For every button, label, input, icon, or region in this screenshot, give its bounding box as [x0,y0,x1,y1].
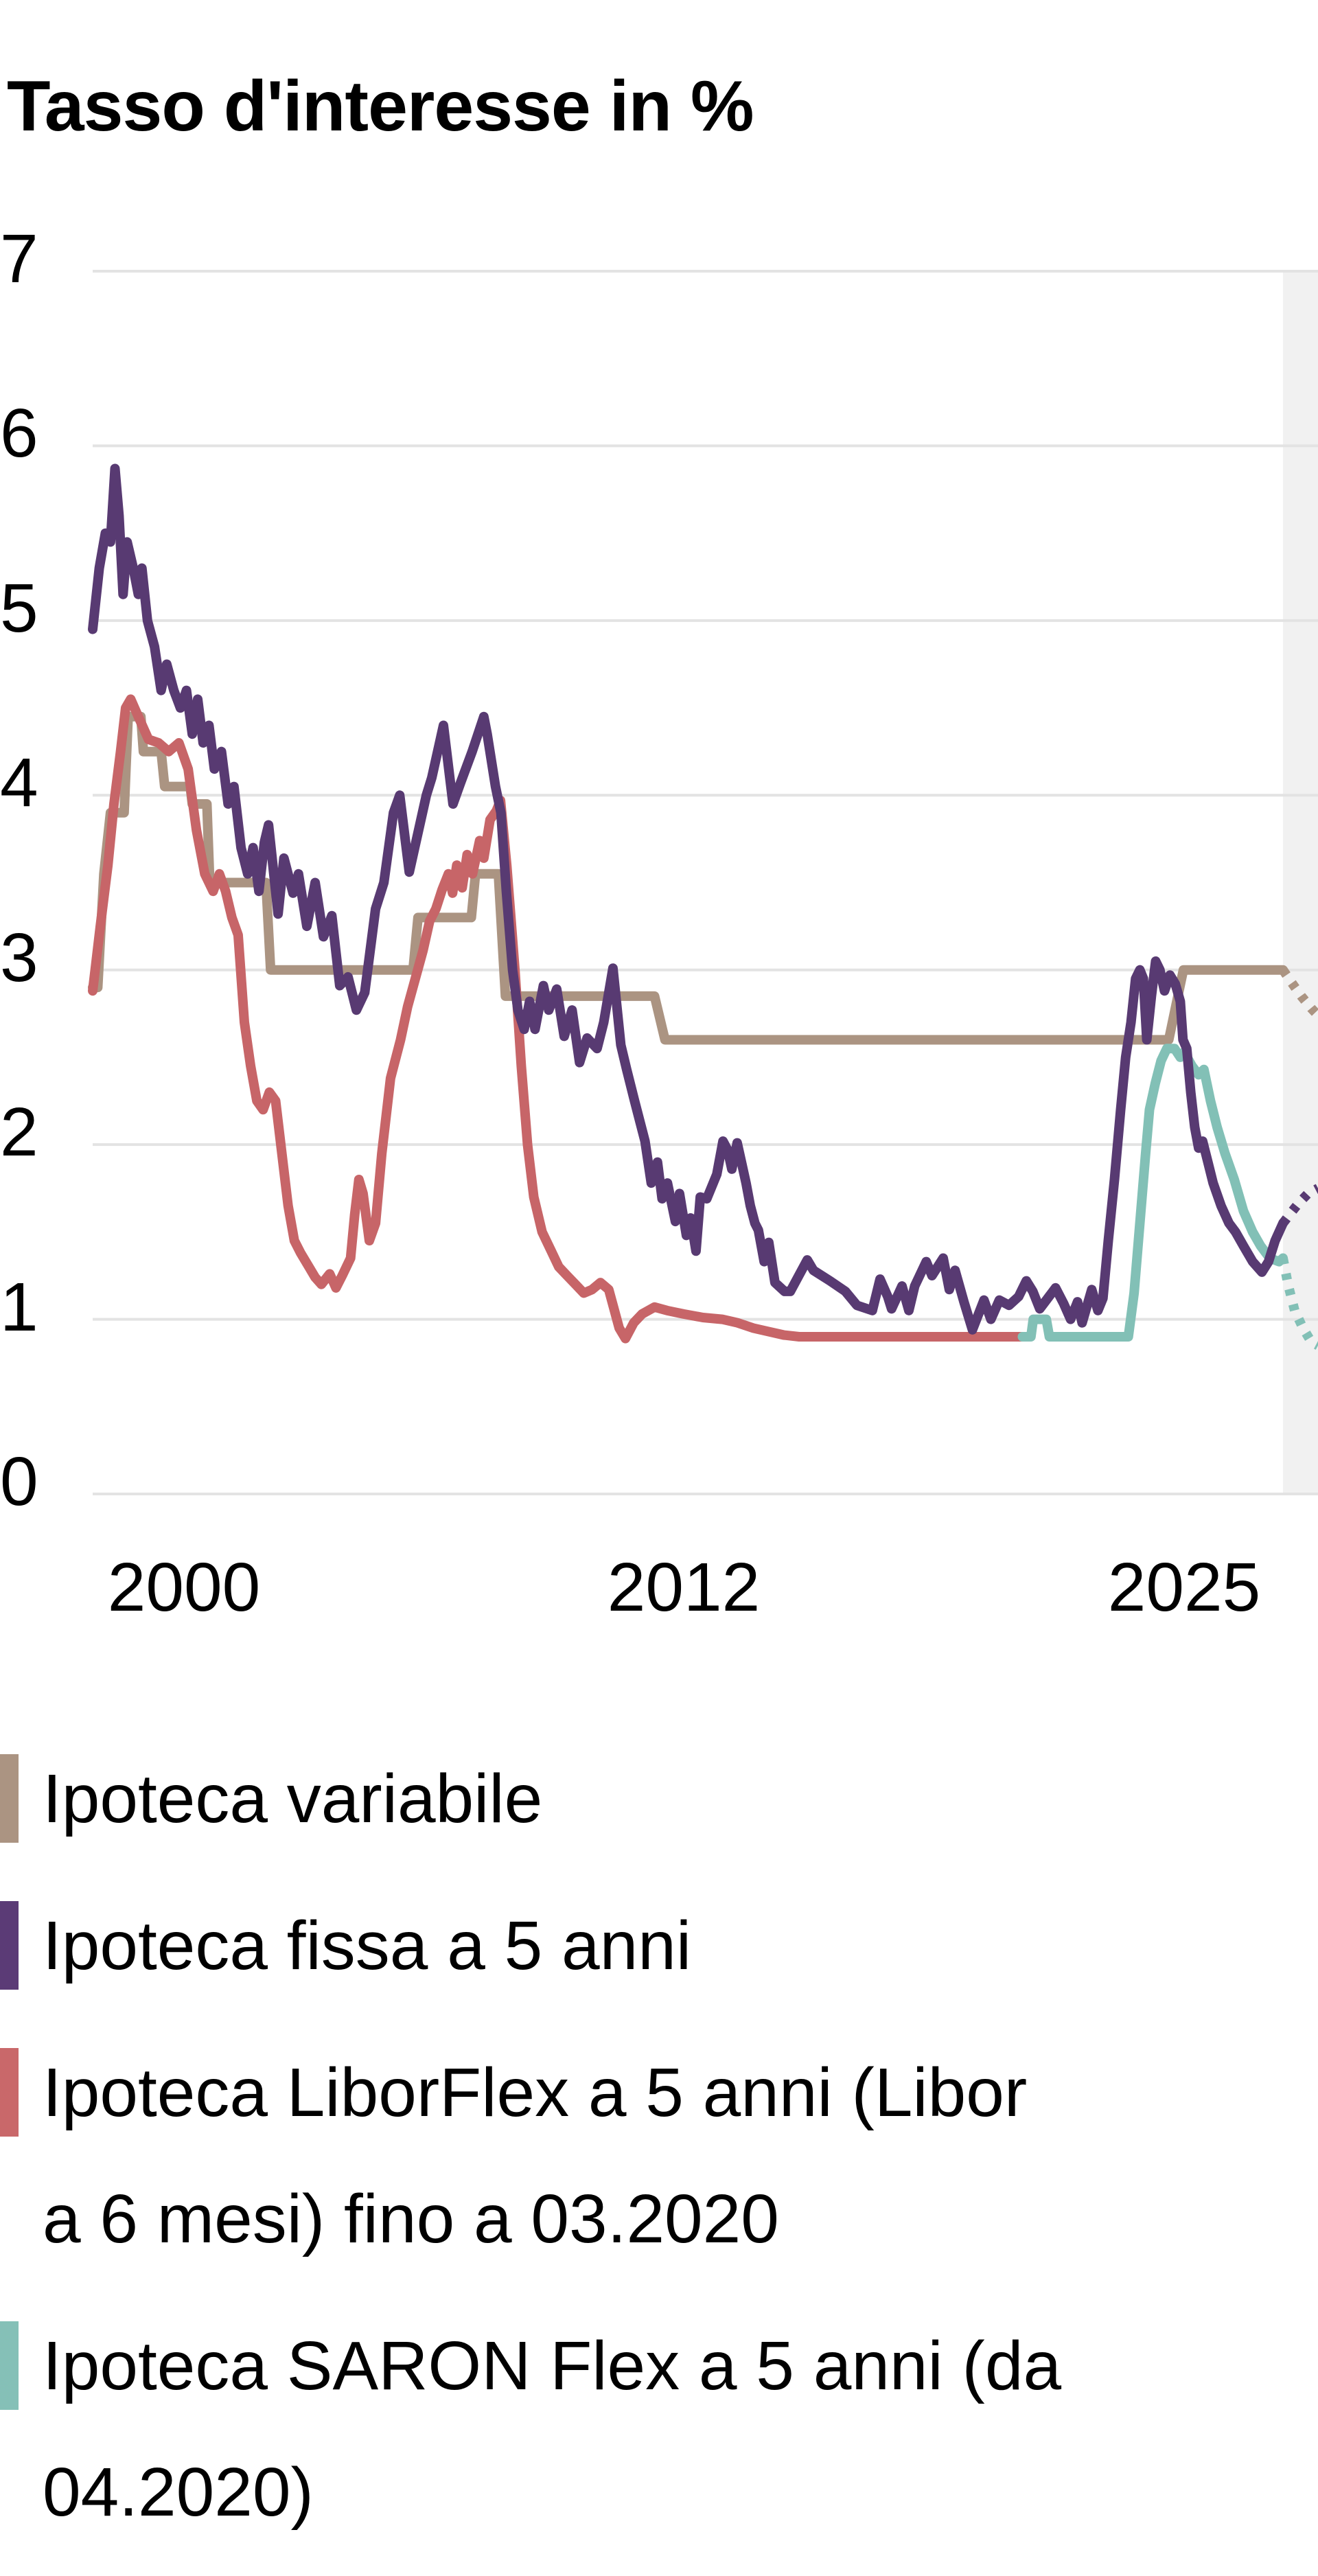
chart-canvas [88,270,1318,1495]
legend-swatch-icon [0,1901,19,1990]
series-line-ipoteca-fissa-a-5-anni [88,463,1288,1335]
legend-label: Ipoteca LiborFlex a 5 anni (Libor [43,2054,1028,2131]
legend-item-2: Ipoteca LiborFlex a 5 anni (Libor a 6 mes… [0,2029,1194,2282]
y-axis-label-2: 2 [0,1094,38,1171]
y-axis-label-4: 4 [0,744,38,822]
legend-item-0: Ipoteca variabile [0,1736,1194,1862]
legend-label: 04.2020) [43,2454,314,2531]
forecast-band [1283,271,1318,1494]
x-axis-label-2025: 2025 [1107,1549,1261,1626]
legend-label: Ipoteca fissa a 5 anni [43,1907,692,1984]
x-axis-label-2000: 2000 [107,1549,261,1626]
y-axis-label-6: 6 [0,395,38,472]
series-forecast-ipoteca-saron-flex-a-5-anni-da-04-2020 [1278,1257,1318,1350]
y-axis-label-5: 5 [0,569,38,647]
legend-item-1: Ipoteca fissa a 5 anni [0,1883,1194,2009]
legend-label: Ipoteca variabile [43,1760,543,1837]
legend-item-3: Ipoteca SARON Flex a 5 anni (da 04.2020) [0,2303,1194,2555]
y-axis-label-1: 1 [0,1268,38,1346]
legend-swatch-icon [0,1754,19,1843]
legend-swatch-icon [0,2048,19,2137]
y-axis-label-0: 0 [0,1443,38,1520]
page-title: Tasso d'interesse in % [7,66,754,146]
legend-label: a 6 mesi) fino a 03.2020 [43,2181,779,2257]
legend-swatch-icon [0,2321,19,2410]
legend-label: Ipoteca SARON Flex a 5 anni (da [43,2327,1062,2404]
y-axis-label-3: 3 [0,919,38,996]
chart-legend: Ipoteca variabile Ipoteca fissa a 5 anni I… [0,1736,1194,2576]
series-forecast-ipoteca-variabile [1279,967,1318,1019]
y-axis-label-7: 7 [0,220,38,297]
x-axis-label-2012: 2012 [607,1549,761,1626]
series-line-ipoteca-saron-flex-a-5-anni-da-04-2020 [1017,1044,1288,1342]
series-line-ipoteca-liborflex-a-5-anni-libor-a-6-mesi-fino-a-03-2020 [88,694,1032,1344]
